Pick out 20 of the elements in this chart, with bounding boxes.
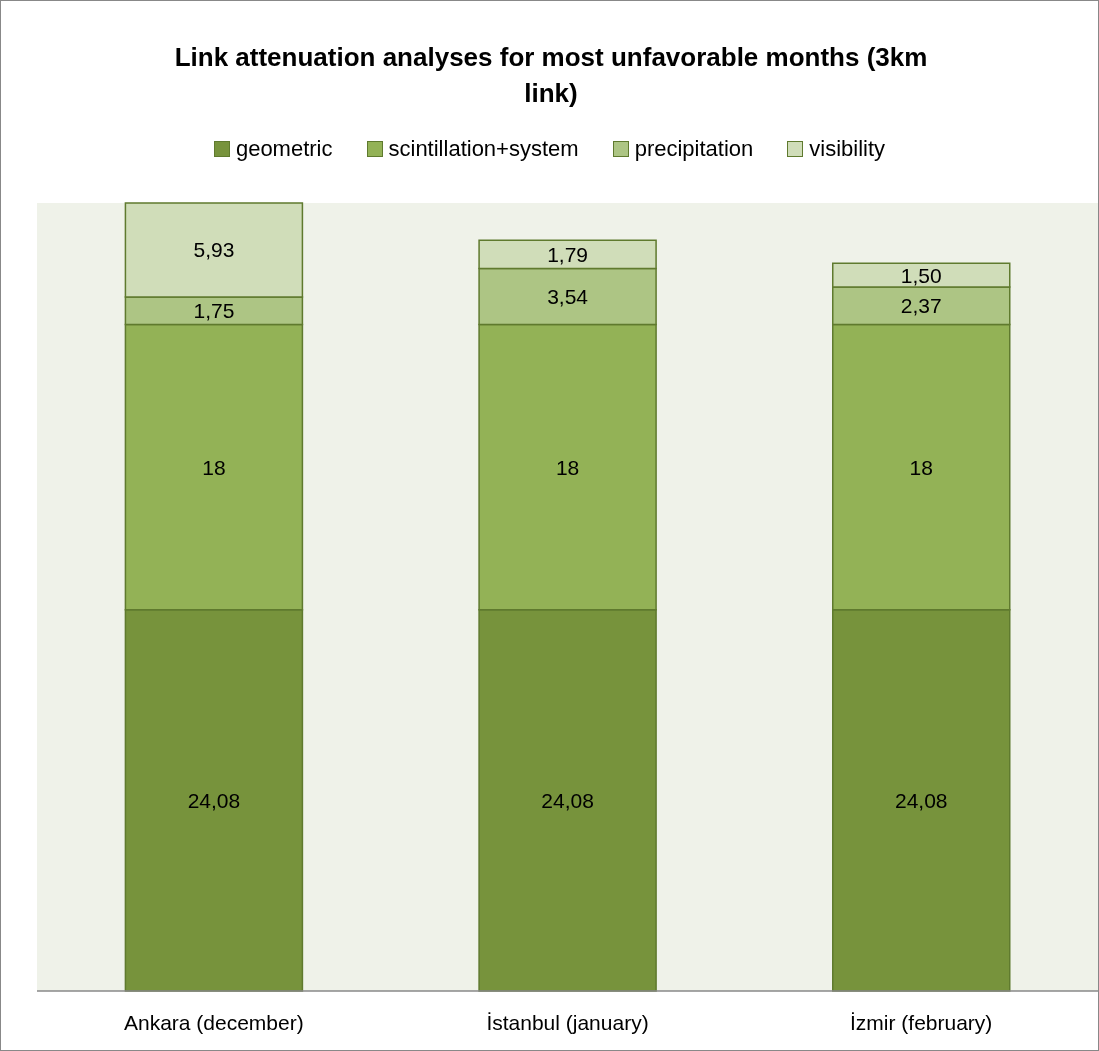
data-label: 1,50 — [900, 263, 942, 287]
data-label: 24,08 — [187, 788, 241, 812]
legend-label: visibility — [809, 136, 886, 162]
legend-label: geometric — [235, 136, 333, 162]
data-label: 1,75 — [193, 299, 235, 323]
x-tick-label: Ankara (december) — [123, 1010, 304, 1034]
chart-title: Link attenuation analyses for most unfavorable months (3km link) — [173, 41, 929, 110]
data-label: 18 — [555, 455, 580, 479]
legend-label: scintillation+system — [388, 136, 579, 162]
data-label: 2,37 — [900, 294, 942, 318]
legend-label: precipitation — [634, 136, 754, 162]
x-tick-label: İstanbul (january) — [486, 1010, 649, 1034]
data-label: 24,08 — [541, 788, 594, 812]
data-label: 18 — [909, 455, 933, 479]
data-label: 24,08 — [894, 788, 948, 812]
data-label: 1,79 — [547, 242, 589, 266]
data-label: 5,93 — [193, 238, 235, 262]
data-label: 18 — [202, 455, 226, 479]
x-tick-label: İzmir (february) — [849, 1010, 993, 1034]
data-label: 3,54 — [547, 285, 589, 309]
